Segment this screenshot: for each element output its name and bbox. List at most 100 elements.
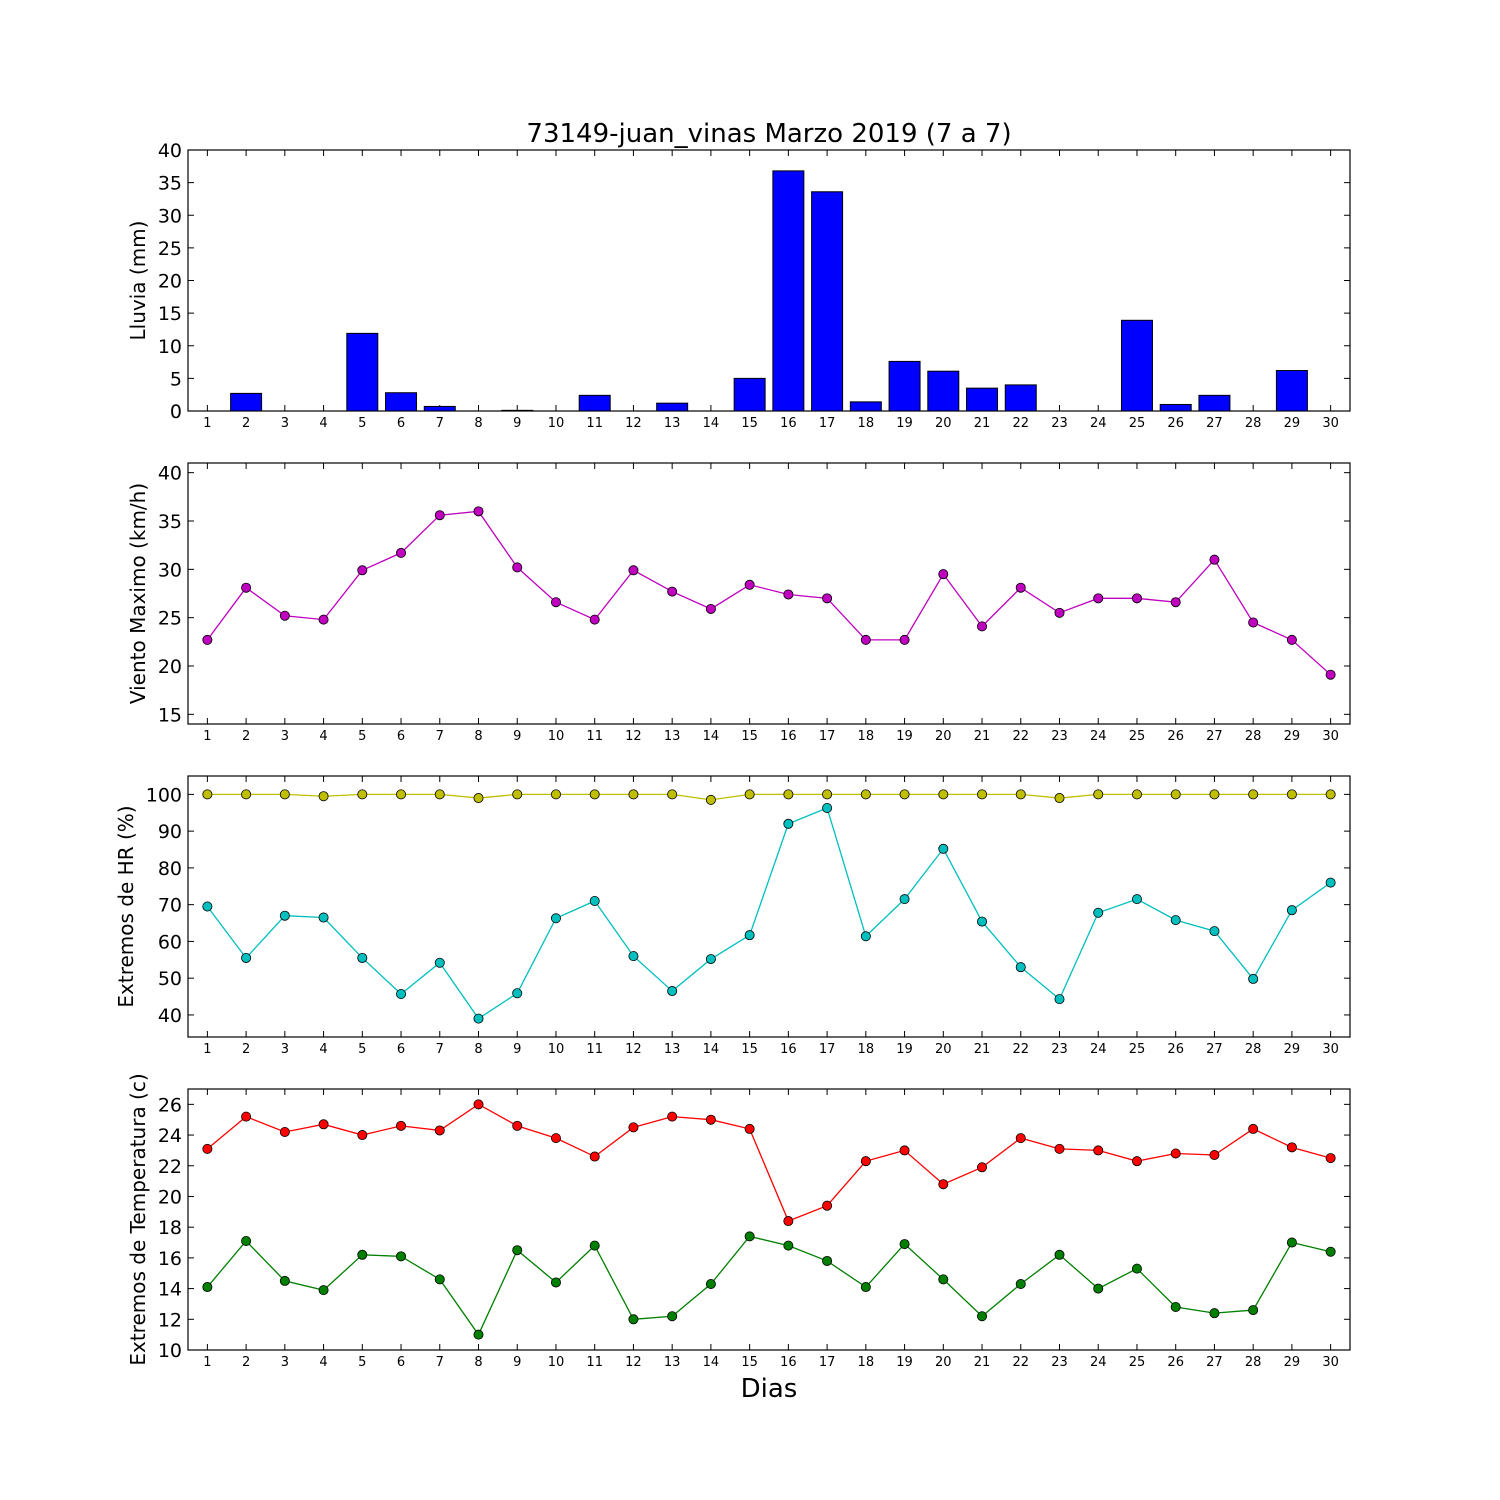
wind-series-0-point [977,621,988,632]
wind-ylabel: Viento Maximo (km/h) [126,483,150,704]
wind-series-0-point [396,547,407,558]
rain-bar [927,370,960,412]
temperature-series-0-point [512,1120,523,1131]
humidity-xtick-label: 29 [1284,1042,1301,1057]
temperature-series-0-point [899,1145,910,1156]
humidity-xtick-label: 25 [1129,1042,1146,1057]
temperature-series-1-point [783,1240,794,1251]
temperature-series-1-point [667,1311,678,1322]
humidity-xtick-label: 14 [703,1042,720,1057]
humidity-series-0-point [1015,789,1026,800]
humidity-series-0-point [589,789,600,800]
humidity-ytick-label: 60 [158,931,182,953]
temperature-xtick-label: 4 [319,1355,327,1370]
wind-series-0-line [206,510,1332,676]
temperature-xtick-label: 6 [397,1355,405,1370]
temperature-ytick-label: 12 [158,1309,182,1331]
humidity-series-1-point [899,894,910,905]
temperature-xtick-label: 11 [586,1355,603,1370]
wind-xtick-label: 16 [780,729,797,744]
wind-series-0-point [783,589,794,600]
humidity-series-0-point [744,789,755,800]
humidity-series-1-point [705,954,716,965]
wind-xtick-label: 18 [858,729,875,744]
temperature-series-1-point [202,1282,213,1293]
temperature-xtick-label: 26 [1167,1355,1184,1370]
wind-series-0-point [1325,669,1336,680]
temperature-series-1-point [1131,1263,1142,1274]
humidity-series-1-point [357,952,368,963]
humidity-series-1-point [977,916,988,927]
wind-xtick-label: 8 [474,729,482,744]
rain-ytick-label: 25 [158,238,182,260]
temperature-series-1-point [977,1311,988,1322]
humidity-series-1-point [1248,973,1259,984]
wind-xtick-label: 30 [1322,729,1339,744]
wind-ytick-label: 40 [158,463,182,485]
humidity-series-1-point [241,952,252,963]
rain-bar [772,170,805,412]
rain-xtick-label: 22 [1012,416,1029,431]
wind-series-0-point [705,603,716,614]
temperature-xtick-label: 10 [548,1355,565,1370]
humidity-series-1-point [1209,926,1220,937]
temperature-series-1-point [938,1274,949,1285]
temperature-ytick-label: 10 [158,1340,182,1362]
humidity-series-1-point [318,912,329,923]
rain-xtick-label: 29 [1284,416,1301,431]
rain-ytick-label: 10 [158,336,182,358]
temperature-ytick-label: 18 [158,1217,182,1239]
rain-bar [1159,403,1192,412]
wind-series-0-point [1015,582,1026,593]
temperature-series-0-point [473,1099,484,1110]
rain-xtick-label: 10 [548,416,565,431]
wind-series-0-point [628,565,639,576]
wind-xtick-label: 26 [1167,729,1184,744]
temperature-xtick-label: 28 [1245,1355,1262,1370]
temperature-xtick-label: 14 [703,1355,720,1370]
wind-series-0-point [1170,597,1181,608]
temperature-series-1-point [1209,1308,1220,1319]
wind-series-0-point [1054,607,1065,618]
temperature-series-1-point [241,1235,252,1246]
humidity-xtick-label: 4 [319,1042,327,1057]
humidity-xtick-label: 27 [1206,1042,1223,1057]
humidity-xtick-label: 21 [974,1042,991,1057]
temperature-xtick-label: 12 [625,1355,642,1370]
temperature-xtick-label: 22 [1012,1355,1029,1370]
temperature-series-1-point [1170,1302,1181,1313]
temperature-series-0-point [667,1111,678,1122]
wind-xtick-label: 3 [281,729,289,744]
temperature-series-1-line [206,1235,1331,1336]
humidity-series-0-line [207,793,1331,801]
temperature-series-0-line [206,1103,1331,1222]
humidity-series-1-point [1093,907,1104,918]
rain-bar [849,401,882,412]
wind-xtick-label: 19 [896,729,913,744]
humidity-series-0-point [241,789,252,800]
rain-ytick-label: 20 [158,271,182,293]
rain-xtick-label: 5 [358,416,366,431]
humidity-xtick-label: 1 [203,1042,211,1057]
wind-series-0-point [899,634,910,645]
temperature-ytick-label: 26 [158,1094,182,1116]
humidity-xtick-label: 5 [358,1042,366,1057]
wind-ytick-label: 15 [158,704,182,726]
rain-xtick-label: 27 [1206,416,1223,431]
rain-bar [1120,319,1153,412]
rain-bar [656,402,689,412]
temperature-ylabel: Extremos de Temperatura (c) [126,1073,150,1365]
temperature-series-0-point [202,1143,213,1154]
humidity-axes-frame [187,775,1351,1038]
temperature-series-1-point [899,1239,910,1250]
temperature-xtick-label: 25 [1129,1355,1146,1370]
temperature-xtick-label: 27 [1206,1355,1223,1370]
rain-xtick-label: 23 [1051,416,1068,431]
temperature-series-0-point [589,1151,600,1162]
humidity-series-1-point [1170,915,1181,926]
temperature-xtick-label: 30 [1322,1355,1339,1370]
wind-xtick-label: 12 [625,729,642,744]
temperature-xtick-label: 19 [896,1355,913,1370]
